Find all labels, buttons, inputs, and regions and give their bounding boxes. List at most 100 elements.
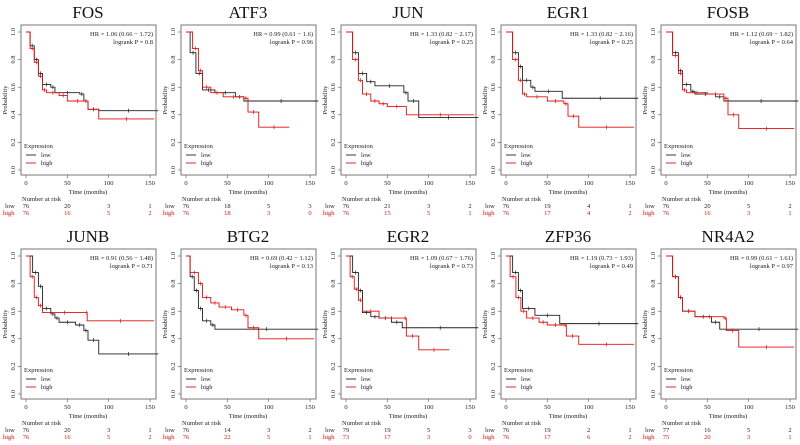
hazard-ratio: HR = 1.09 (0.67 − 1.76) (410, 255, 473, 262)
x-axis-label: Time (months) (229, 413, 268, 420)
x-axis-label: Time (months) (549, 189, 588, 196)
risk-high-value: 2 (148, 210, 151, 217)
risk-high-value: 17 (544, 210, 551, 217)
risk-high-value: 76 (23, 434, 30, 441)
x-tick-label: 100 (424, 404, 434, 411)
x-tick-label: 0 (24, 404, 27, 411)
hazard-ratio: HR = 1.06 (0.66 − 1.72) (90, 31, 153, 38)
legend-low-label: low (681, 152, 691, 159)
risk-high-value: 16 (704, 210, 711, 217)
risk-high-label: high (323, 210, 335, 217)
y-tick-label: 0.2 (490, 362, 497, 370)
x-tick-label: 100 (104, 404, 114, 411)
y-tick-label: 0.0 (170, 166, 177, 174)
risk-low-value: 14 (224, 427, 231, 434)
survival-curve-high (506, 255, 635, 345)
risk-low-value: 20 (704, 203, 711, 210)
legend-high-label: high (361, 160, 373, 167)
y-tick-label: 0.8 (650, 56, 657, 64)
y-tick-label: 0.4 (490, 110, 497, 119)
y-tick-label: 0.0 (490, 390, 497, 398)
y-axis-label: Probability (322, 309, 329, 339)
x-tick-label: 150 (145, 180, 155, 187)
risk-title: Number at risk (22, 196, 62, 203)
y-tick-label: 0.8 (170, 56, 177, 64)
x-tick-label: 100 (424, 180, 434, 187)
logrank-p: logrank P = 0.73 (430, 263, 473, 270)
x-axis-label: Time (months) (389, 413, 428, 420)
survival-curve-high (26, 255, 155, 322)
y-axis-label: Probability (482, 85, 489, 115)
risk-high-value: 2 (628, 210, 631, 217)
risk-low-value: 3 (267, 427, 270, 434)
legend-title: Expression (24, 367, 54, 374)
risk-high-value: 17 (384, 434, 391, 441)
plot-frame (20, 24, 157, 176)
risk-low-label: low (5, 203, 15, 210)
y-tick-label: 1.0 (330, 252, 337, 260)
risk-high-value: 75 (663, 434, 670, 441)
y-tick-label: 0.2 (170, 138, 177, 146)
y-tick-label: 0.8 (330, 280, 337, 288)
y-tick-label: 0.4 (10, 334, 17, 343)
risk-low-label: low (165, 203, 175, 210)
y-tick-label: 1.0 (170, 28, 177, 36)
risk-high-value: 3 (747, 210, 750, 217)
hazard-ratio: HR = 1.19 (0.73 − 1.93) (570, 255, 633, 262)
risk-high-value: 76 (183, 210, 190, 217)
y-tick-label: 0.8 (650, 280, 657, 288)
risk-high-value: 5 (267, 434, 270, 441)
legend-title: Expression (504, 367, 534, 374)
risk-low-value: 1 (148, 203, 151, 210)
risk-high-value: 6 (587, 434, 591, 441)
y-axis-label: Probability (642, 85, 649, 115)
survival-curve-low (506, 255, 639, 325)
x-axis-label: Time (months) (549, 413, 588, 420)
y-axis-label: Probability (2, 309, 9, 339)
risk-high-value: 1 (468, 210, 471, 217)
risk-low-value: 76 (23, 203, 30, 210)
risk-low-value: 5 (747, 203, 750, 210)
hazard-ratio: HR = 1.12 (0.69 − 1.82) (730, 31, 793, 38)
legend-title: Expression (344, 143, 374, 150)
risk-high-value: 76 (23, 210, 30, 217)
risk-high-value: 16 (64, 210, 71, 217)
plot-frame (500, 24, 637, 176)
y-tick-label: 0.8 (10, 280, 17, 288)
x-tick-label: 150 (785, 404, 795, 411)
panel-title: JUN (392, 3, 423, 22)
km-panel-egr2: EGR20.00.20.40.60.81.0Probability0797350… (322, 227, 479, 441)
y-tick-label: 0.0 (650, 166, 657, 174)
hazard-ratio: HR = 1.33 (0.82 − 2.17) (410, 31, 473, 38)
logrank-p: logrank P = 0.64 (750, 39, 794, 46)
risk-title: Number at risk (342, 420, 382, 427)
y-tick-label: 0.2 (650, 362, 657, 370)
panel-title: JUNB (67, 227, 110, 246)
risk-title: Number at risk (22, 420, 62, 427)
x-tick-label: 50 (384, 404, 391, 411)
legend-high-label: high (201, 160, 213, 167)
hazard-ratio: HR = 0.99 (0.61 − 1.61) (730, 255, 793, 262)
risk-low-label: low (485, 427, 495, 434)
risk-high-value: 76 (503, 434, 510, 441)
y-tick-label: 0.4 (170, 334, 177, 343)
risk-low-value: 77 (663, 427, 670, 434)
risk-low-label: low (5, 427, 15, 434)
legend-low-label: low (41, 376, 51, 383)
y-tick-label: 1.0 (650, 28, 657, 36)
y-tick-label: 0.4 (330, 334, 337, 343)
risk-low-label: low (325, 203, 335, 210)
x-tick-label: 100 (584, 180, 594, 187)
risk-low-value: 76 (183, 203, 190, 210)
legend-high-label: high (681, 160, 693, 167)
legend-low-label: low (41, 152, 51, 159)
survival-curve-high (666, 31, 795, 130)
panel-title: EGR2 (387, 227, 430, 246)
risk-high-value: 5 (107, 434, 110, 441)
legend-high-label: high (361, 384, 373, 391)
plot-frame (340, 248, 477, 400)
y-tick-label: 0.2 (490, 138, 497, 146)
risk-high-label: high (483, 210, 495, 217)
risk-high-value: 3 (747, 434, 750, 441)
y-tick-label: 0.4 (10, 110, 17, 119)
